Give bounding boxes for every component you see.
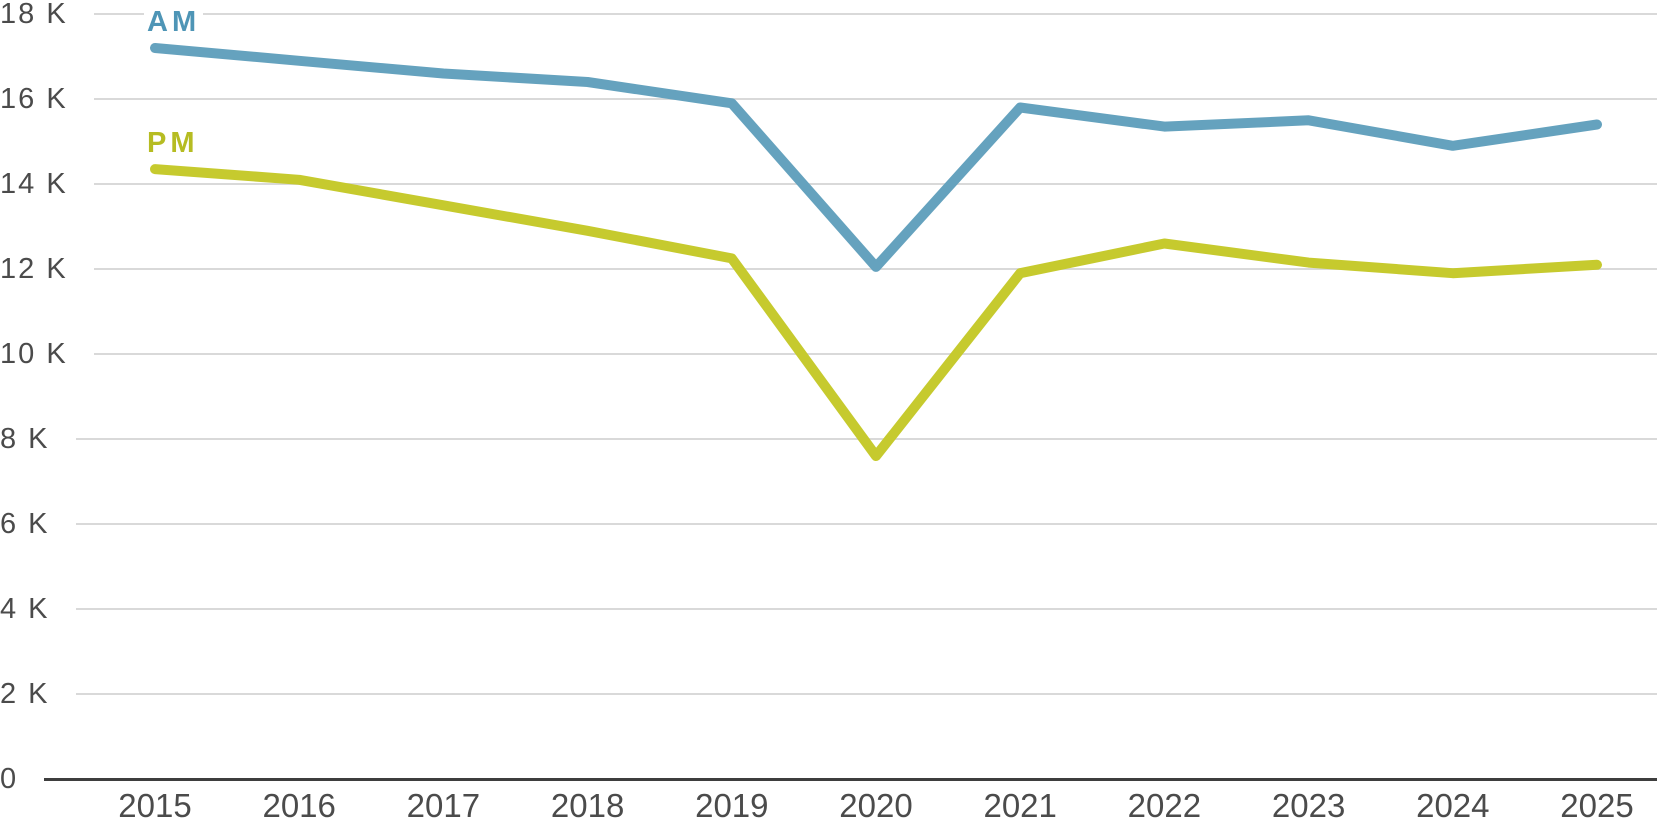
series-line-pm — [150, 164, 1602, 461]
gridline-row: 4 K — [0, 589, 1657, 629]
gridline-row: 0 — [0, 759, 1657, 799]
gridline-row: 16 K — [0, 79, 1657, 119]
gridline — [93, 183, 1657, 185]
x-tick-label: 2023 — [1271, 787, 1346, 824]
y-tick-label: 8 K — [0, 422, 50, 455]
y-tick-label: 16 K — [0, 82, 68, 115]
x-tick-label: 2016 — [262, 787, 336, 824]
gridline-row: 2 K — [0, 674, 1657, 714]
x-axis-line — [44, 777, 1657, 781]
y-tick-label: 10 K — [0, 337, 68, 370]
x-tick-label: 2018 — [550, 787, 625, 824]
series-line-am — [150, 43, 1602, 272]
gridline — [75, 693, 1657, 695]
x-tick-label: 2024 — [1416, 787, 1490, 824]
y-tick-label: 4 K — [0, 592, 50, 625]
y-tick-label: 6 K — [0, 507, 50, 540]
x-tick-label: 2021 — [983, 787, 1057, 824]
gridline — [75, 523, 1657, 525]
x-tick-label: 2022 — [1127, 787, 1202, 824]
x-tick-label: 2017 — [406, 787, 481, 824]
gridline — [75, 608, 1657, 610]
y-tick-label: 12 K — [0, 252, 68, 285]
gridline — [93, 98, 1657, 100]
y-tick-label: 2 K — [0, 677, 50, 710]
gridline-row: 18 K — [0, 0, 1657, 34]
series-label-am: AM — [144, 6, 204, 39]
x-tick-label: 2020 — [839, 787, 913, 824]
series-label-pm: PM — [144, 127, 202, 161]
y-tick-label: 18 K — [0, 0, 68, 30]
x-tick-label: 2025 — [1560, 787, 1634, 824]
gridline-row: 6 K — [0, 504, 1657, 544]
gridline — [93, 353, 1657, 355]
x-tick-label: 2019 — [695, 787, 769, 824]
gridline-row: 14 K — [0, 164, 1657, 204]
y-tick-label: 14 K — [0, 167, 68, 200]
gridline-row: 10 K — [0, 334, 1657, 374]
gridline — [93, 13, 1657, 15]
y-tick-label: 0 — [0, 762, 19, 795]
x-tick-label: 2015 — [118, 787, 192, 824]
